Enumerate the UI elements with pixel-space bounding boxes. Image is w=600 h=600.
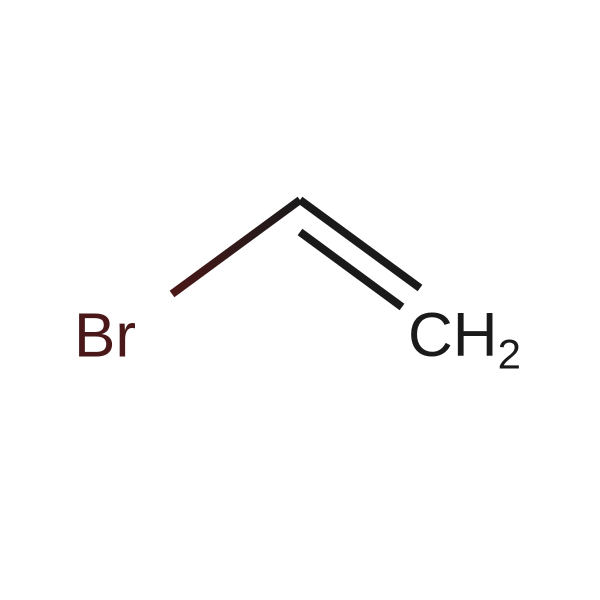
atom-label-ch2-sub: 2 [498,330,521,377]
bond-double-c1-c2-line2 [300,232,402,307]
bond-single-br-c1 [172,200,300,294]
atom-label-ch2-main: CH [408,301,498,370]
atom-label-br: Br [74,301,136,370]
atom-label-ch2: CH2 [408,301,521,377]
molecule-diagram: Br CH2 [0,0,600,600]
